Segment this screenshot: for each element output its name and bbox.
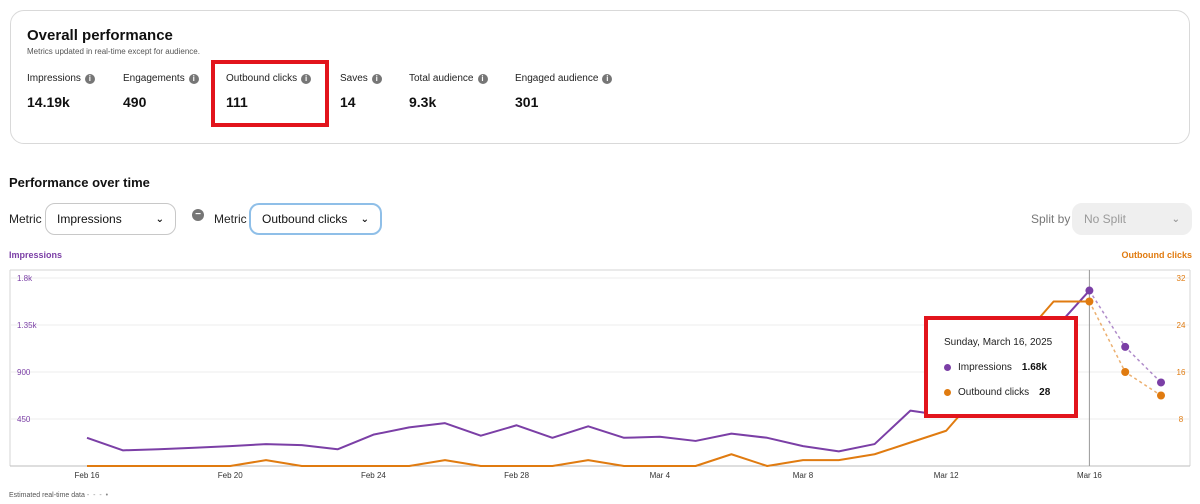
info-icon[interactable]: i: [477, 73, 488, 84]
x-tick-label: Feb 20: [218, 471, 243, 480]
metric1-label: Metric: [9, 212, 42, 226]
metric-value: 14.19k: [27, 94, 70, 110]
section-title: Performance over time: [9, 175, 150, 190]
metric-total-audience[interactable]: Total audience i 9.3k: [409, 73, 488, 110]
metric-outbound-clicks[interactable]: Outbound clicks i 111: [226, 73, 312, 110]
x-tick-label: Mar 4: [650, 471, 671, 480]
left-tick-label: 1.8k: [17, 274, 33, 283]
metric-saves[interactable]: Saves i 14: [340, 73, 382, 110]
data-point: [1157, 378, 1165, 387]
metric-label: Engaged audience: [515, 73, 599, 84]
card-title: Overall performance: [27, 27, 173, 44]
metric-value: 301: [515, 94, 539, 110]
split-by-select: No Split ⌄: [1072, 203, 1192, 235]
data-point: [1157, 391, 1165, 400]
metric-label: Engagements: [123, 73, 185, 84]
left-tick-label: 900: [17, 368, 31, 377]
metric-value: 14: [340, 94, 356, 110]
info-icon[interactable]: i: [84, 73, 95, 84]
x-tick-label: Feb 24: [361, 471, 386, 480]
tooltip-value: 1.68k: [1021, 362, 1047, 373]
series-line-outbound-clicks: [87, 300, 1090, 467]
metric-value: 490: [123, 94, 147, 110]
highlight-outbound-clicks: [211, 60, 329, 127]
metric-label: Saves: [340, 73, 368, 84]
tooltip-row-outbound: Outbound clicks 28: [944, 387, 1050, 398]
legend-dot: [944, 364, 951, 371]
data-point: [1121, 342, 1130, 351]
chevron-down-icon: ⌄: [360, 213, 369, 225]
left-tick-label: 450: [17, 415, 31, 424]
tooltip-row-impressions: Impressions 1.68k: [944, 362, 1047, 373]
x-tick-label: Mar 8: [793, 471, 814, 480]
split-by-value: No Split: [1084, 212, 1127, 226]
metric2-label: Metric: [214, 212, 247, 226]
metric-value: 9.3k: [409, 94, 437, 110]
data-point: [1085, 297, 1094, 306]
metric-engagements[interactable]: Engagements i 490: [123, 73, 199, 110]
info-icon[interactable]: i: [602, 73, 613, 84]
split-by-label: Split by: [1031, 212, 1071, 226]
left-tick-label: 1.35k: [17, 321, 38, 330]
info-icon[interactable]: i: [371, 73, 382, 84]
x-tick-label: Mar 16: [1077, 471, 1102, 480]
data-point: [1121, 368, 1130, 376]
metric2-select[interactable]: Outbound clicks ⌄: [249, 203, 382, 235]
info-icon[interactable]: i: [188, 73, 199, 84]
estimated-legend-mark: - - - •: [86, 492, 110, 499]
tooltip: Sunday, March 16, 2025 Impressions 1.68k…: [924, 316, 1078, 418]
series-line-impressions: [86, 289, 1091, 453]
metric-label: Total audience: [409, 73, 474, 84]
left-axis-title: Impressions: [9, 250, 63, 260]
tooltip-value: 28: [1039, 387, 1051, 398]
metric-label: Outbound clicks: [226, 73, 298, 84]
x-tick-label: Feb 28: [504, 471, 529, 480]
right-tick-label: 8: [1179, 415, 1184, 424]
x-tick-label: Feb 16: [75, 471, 100, 480]
footer-note: Estimated real-time data - - - •: [9, 492, 109, 499]
metric-label: Impressions: [27, 73, 81, 84]
info-icon[interactable]: i: [301, 73, 312, 84]
legend-dot: [944, 389, 951, 396]
metric2-value: Outbound clicks: [262, 212, 348, 226]
right-axis-title: Outbound clicks: [1121, 250, 1192, 260]
footer-note-text: Estimated real-time data: [9, 492, 85, 499]
remove-icon[interactable]: −: [192, 209, 204, 221]
tooltip-label: Outbound clicks: [958, 387, 1030, 398]
tooltip-date: Sunday, March 16, 2025: [944, 337, 1053, 348]
overall-performance-card: Overall performance Metrics updated in r…: [10, 10, 1190, 144]
right-tick-label: 24: [1177, 321, 1186, 330]
metric1-select[interactable]: Impressions ⌄: [45, 203, 176, 235]
card-subtitle: Metrics updated in real-time except for …: [27, 47, 200, 56]
right-tick-label: 32: [1177, 274, 1186, 283]
metric-impressions[interactable]: Impressions i 14.19k: [27, 73, 95, 110]
chevron-down-icon: ⌄: [1171, 213, 1180, 225]
metric-value: 111: [226, 94, 248, 110]
tooltip-label: Impressions: [958, 362, 1012, 373]
metric1-value: Impressions: [57, 212, 122, 226]
metric-engaged-audience[interactable]: Engaged audience i 301: [515, 73, 613, 110]
chevron-down-icon: ⌄: [155, 213, 164, 225]
x-tick-label: Mar 12: [934, 471, 959, 480]
data-point: [1085, 286, 1094, 295]
right-tick-label: 16: [1177, 368, 1186, 377]
